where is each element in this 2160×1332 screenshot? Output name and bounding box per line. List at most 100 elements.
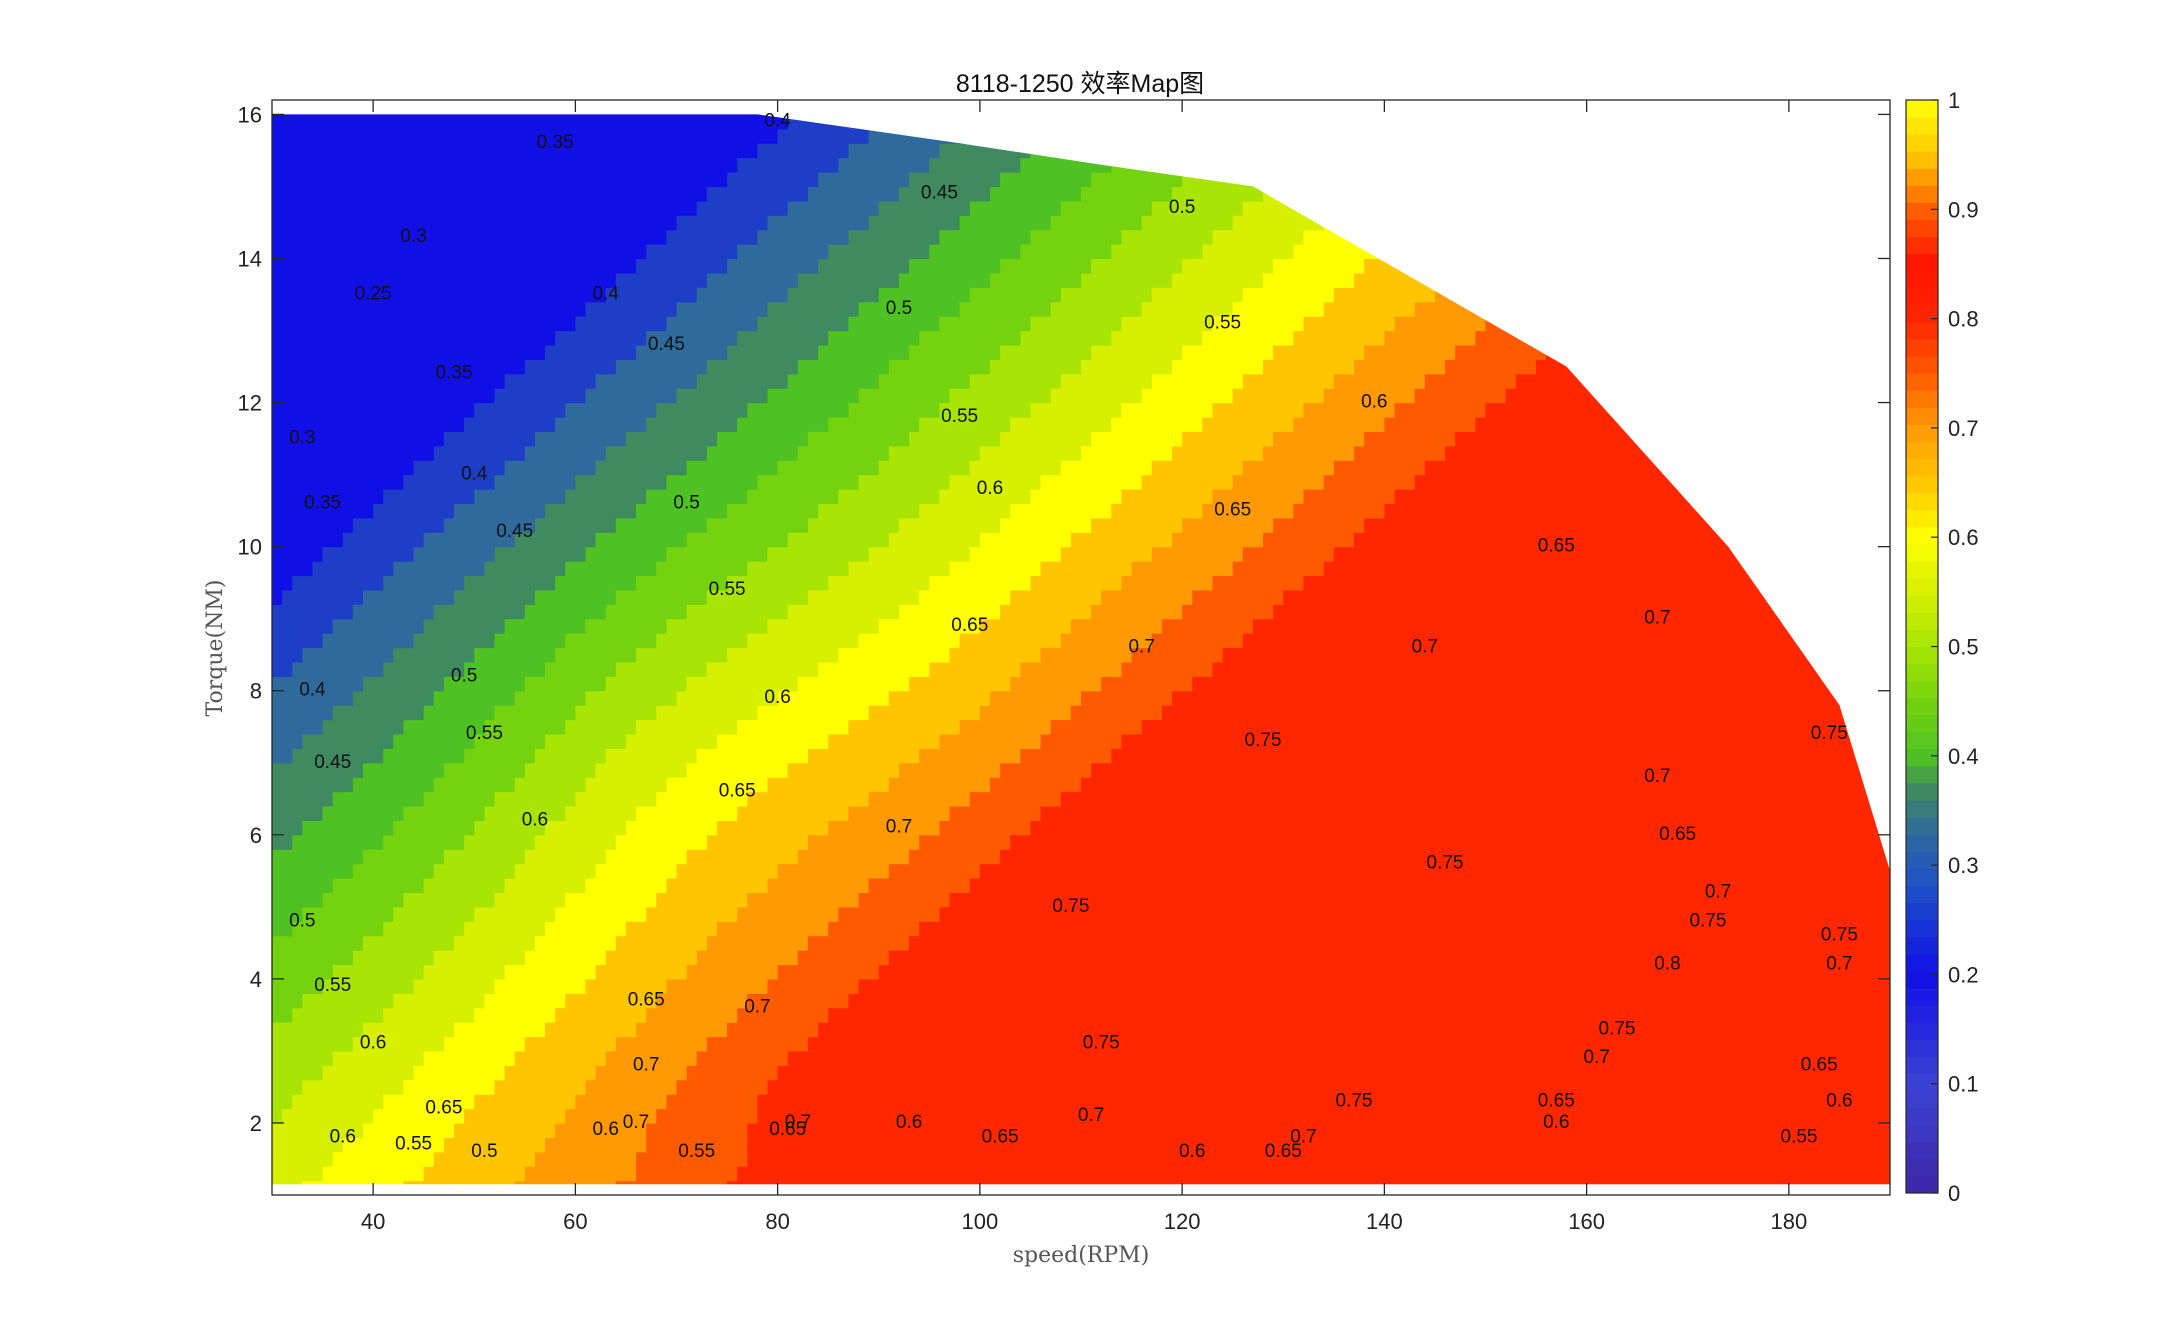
contour-cell xyxy=(342,1036,354,1052)
contour-cell xyxy=(898,1007,910,1023)
contour-cell xyxy=(737,647,748,663)
contour-cell xyxy=(393,1022,405,1038)
contour-cell xyxy=(615,143,627,159)
contour-cell xyxy=(484,777,496,793)
contour-cell xyxy=(393,503,405,519)
contour-cell xyxy=(787,532,799,548)
contour-cell xyxy=(646,1108,657,1124)
contour-cell xyxy=(383,1007,394,1023)
contour-cell xyxy=(757,1079,769,1095)
contour-cell xyxy=(747,1122,758,1138)
contour-cell xyxy=(292,287,303,303)
contour-cell xyxy=(423,359,435,375)
contour-cell xyxy=(757,863,769,879)
contour-cell xyxy=(524,921,536,937)
contour-cell xyxy=(727,748,738,764)
contour-cell xyxy=(737,373,748,389)
contour-cell xyxy=(534,157,546,173)
contour-cell xyxy=(656,215,667,231)
contour-cell xyxy=(332,748,344,764)
contour-cell xyxy=(393,1094,405,1110)
contour-cell xyxy=(474,1166,485,1182)
contour-cell xyxy=(464,200,475,216)
contour-cell xyxy=(828,978,839,994)
contour-cell xyxy=(868,373,880,389)
contour-cell xyxy=(919,1065,930,1081)
contour-cell xyxy=(767,1137,779,1153)
contour-cell xyxy=(443,287,455,303)
contour-cell xyxy=(565,128,576,144)
contour-cell xyxy=(818,647,829,663)
contour-cell xyxy=(352,575,364,591)
contour-cell xyxy=(656,618,667,634)
contour-cell xyxy=(828,503,839,519)
contour-cell xyxy=(464,229,475,245)
contour-cell xyxy=(716,863,728,879)
contour-cell xyxy=(474,561,485,577)
contour-cell xyxy=(504,993,516,1009)
contour-cell xyxy=(413,604,425,620)
contour-cell xyxy=(747,128,758,144)
contour-cell xyxy=(656,128,667,144)
contour-cell xyxy=(858,416,870,432)
contour-cell xyxy=(312,114,324,130)
contour-cell xyxy=(272,330,283,346)
contour-cell xyxy=(302,878,314,894)
contour-cell xyxy=(292,344,303,360)
contour-cell xyxy=(454,474,465,490)
contour-cell xyxy=(686,517,698,533)
contour-cell xyxy=(393,1036,405,1052)
contour-cell xyxy=(272,460,283,476)
contour-cell xyxy=(787,402,799,418)
contour-cell xyxy=(868,575,880,591)
contour-cell xyxy=(363,1151,374,1167)
contour-cell xyxy=(302,589,314,605)
contour-cell xyxy=(322,575,334,591)
contour-cell xyxy=(454,186,465,202)
contour-cell xyxy=(625,1166,637,1182)
contour-cell xyxy=(413,1050,425,1066)
contour-cell xyxy=(595,301,607,317)
contour-cell xyxy=(605,805,617,821)
contour-cell xyxy=(868,1065,880,1081)
contour-cell xyxy=(716,791,728,807)
contour-cell xyxy=(747,733,758,749)
contour-cell xyxy=(454,950,465,966)
contour-cell xyxy=(686,1022,698,1038)
contour-cell xyxy=(797,1022,809,1038)
contour-cell xyxy=(737,344,748,360)
contour-cell xyxy=(625,1050,637,1066)
contour-cell xyxy=(757,1137,769,1153)
contour-cell xyxy=(504,676,516,692)
contour-cell xyxy=(352,892,364,908)
contour-cell xyxy=(656,1137,667,1153)
contour-cell xyxy=(848,272,860,288)
contour-cell xyxy=(474,1151,485,1167)
contour-cell xyxy=(767,503,779,519)
contour-cell xyxy=(909,719,920,735)
contour-cell xyxy=(898,517,910,533)
contour-cell xyxy=(575,676,587,692)
contour-cell xyxy=(787,1094,799,1110)
contour-cell xyxy=(524,388,536,404)
contour-cell xyxy=(332,863,344,879)
contour-cell xyxy=(342,359,354,375)
contour-cell xyxy=(484,834,496,850)
contour-cell xyxy=(878,921,890,937)
contour-cell xyxy=(534,978,546,994)
contour-cell xyxy=(524,460,536,476)
contour-cell xyxy=(858,589,870,605)
contour-cell xyxy=(555,388,566,404)
contour-cell xyxy=(524,719,536,735)
contour-cell xyxy=(686,978,698,994)
contour-cell xyxy=(888,1166,900,1182)
contour-cell xyxy=(615,200,627,216)
contour-cell xyxy=(919,172,930,188)
contour-cell xyxy=(646,532,657,548)
contour-cell xyxy=(272,546,283,562)
contour-cell xyxy=(706,1050,718,1066)
contour-cell xyxy=(585,618,597,634)
contour-cell xyxy=(514,950,526,966)
contour-cell xyxy=(534,316,546,332)
contour-cell xyxy=(494,906,506,922)
